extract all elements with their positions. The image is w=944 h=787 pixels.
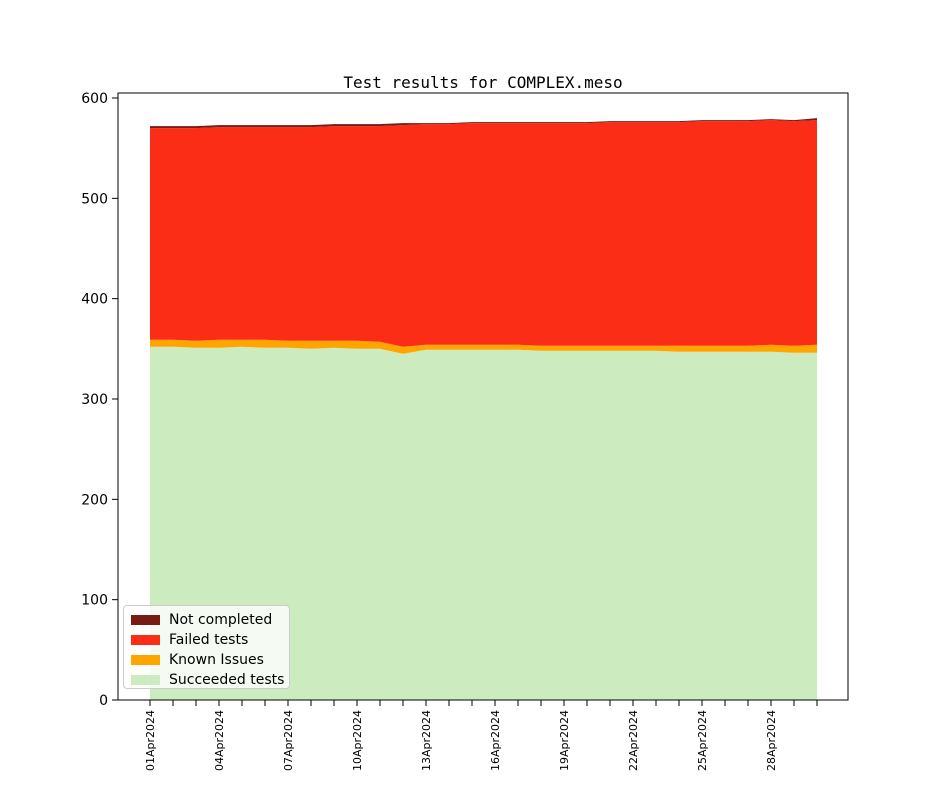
- y-tick-label: 100: [81, 593, 108, 609]
- x-tick-label: 01Apr2024: [144, 710, 157, 771]
- succeeded-tests-swatch-icon: [131, 675, 160, 685]
- chart-title: Test results for COMPLEX.meso: [343, 73, 623, 92]
- legend: Not completed Failed tests Known Issues …: [123, 605, 290, 689]
- legend-label: Succeeded tests: [169, 672, 285, 688]
- y-tick-label: 500: [81, 191, 108, 207]
- y-tick-label: 400: [81, 292, 108, 308]
- x-tick-label: 22Apr2024: [627, 710, 640, 771]
- legend-item: Not completed: [124, 610, 289, 630]
- legend-item: Failed tests: [124, 630, 289, 650]
- x-tick-label: 25Apr2024: [696, 710, 709, 771]
- x-tick-label: 13Apr2024: [420, 710, 433, 771]
- x-tick-label: 28Apr2024: [765, 710, 778, 771]
- failed-tests-swatch-icon: [131, 635, 160, 645]
- y-tick-label: 300: [81, 392, 108, 408]
- x-tick-label: 16Apr2024: [489, 710, 502, 771]
- not-completed-swatch-icon: [131, 615, 160, 625]
- area-known-issues: [150, 339, 817, 354]
- x-tick-label: 10Apr2024: [351, 710, 364, 771]
- legend-label: Not completed: [169, 612, 273, 628]
- legend-label: Known Issues: [169, 652, 264, 668]
- x-tick-label: 07Apr2024: [282, 710, 295, 771]
- plot-border: [117, 92, 849, 701]
- area-succeeded-tests: [150, 346, 817, 700]
- x-tick-label: 19Apr2024: [558, 710, 571, 771]
- area-not-completed: [150, 118, 817, 129]
- y-tick-label: 600: [81, 91, 108, 107]
- known-issues-swatch-icon: [131, 655, 160, 665]
- legend-item: Known Issues: [124, 650, 289, 670]
- legend-item: Succeeded tests: [124, 670, 289, 690]
- area-failed-tests: [150, 120, 817, 347]
- y-tick-label: 0: [99, 693, 108, 709]
- y-tick-label: 200: [81, 492, 108, 508]
- x-tick-label: 04Apr2024: [213, 710, 226, 771]
- legend-label: Failed tests: [169, 632, 249, 648]
